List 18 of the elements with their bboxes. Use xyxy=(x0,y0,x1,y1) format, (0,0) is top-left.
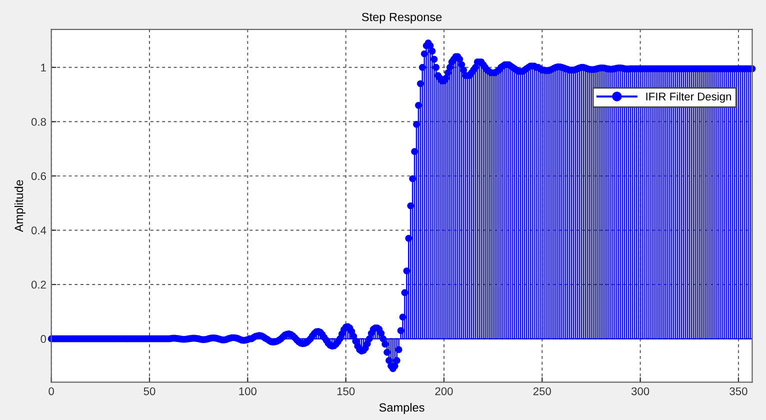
x-tick-label: 300 xyxy=(631,387,650,396)
y-tick-label: 0.4 xyxy=(31,226,46,234)
x-tick-label: 200 xyxy=(435,387,453,396)
y-tick-label: 0.6 xyxy=(31,172,46,180)
x-axis-title: Samples xyxy=(379,402,424,414)
chart-title: Step Response xyxy=(362,12,442,24)
x-tick-label: 250 xyxy=(533,387,551,396)
x-tick-label: 0 xyxy=(48,387,54,396)
y-tick-label: 0.2 xyxy=(31,280,46,289)
y-tick-label: 0 xyxy=(40,335,46,343)
x-tick-label: 350 xyxy=(730,387,748,396)
y-tick-label: 0.8 xyxy=(31,118,46,126)
y-axis-title: Amplitude xyxy=(14,180,26,232)
legend-label: IFIR Filter Design xyxy=(646,92,731,103)
x-tick-label: 100 xyxy=(239,387,256,396)
y-tick-label: 1 xyxy=(41,64,46,72)
x-tick-label: 50 xyxy=(144,387,156,396)
x-tick-label: 150 xyxy=(337,387,355,396)
